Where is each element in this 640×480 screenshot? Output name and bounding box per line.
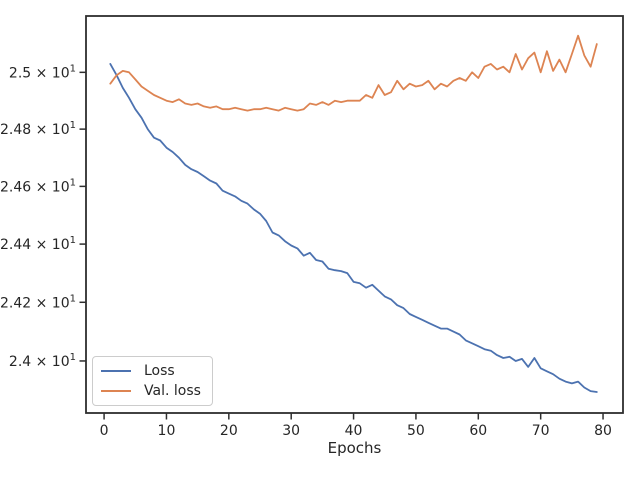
legend-box: Loss Val. loss <box>92 356 213 406</box>
legend-item-loss: Loss <box>101 364 204 378</box>
legend-label-loss: Loss <box>144 363 175 380</box>
x-tick-label: 60 <box>469 423 487 439</box>
x-tick-label: 30 <box>282 423 300 439</box>
x-tick-label: 70 <box>532 423 550 439</box>
axes-spines <box>85 15 624 414</box>
x-tick-label: 20 <box>220 423 238 439</box>
y-tick-label: 2.42 × 101 <box>0 293 76 311</box>
y-tick-label: 2.5 × 101 <box>9 63 76 81</box>
legend-label-val-loss: Val. loss <box>144 382 201 399</box>
y-tick-label: 2.48 × 101 <box>0 120 76 138</box>
val-loss-line <box>109 34 598 112</box>
x-tick-label: 80 <box>594 423 612 439</box>
val-loss-line-swatch <box>101 389 131 392</box>
loss-line <box>109 63 598 393</box>
y-tick-label: 2.4 × 101 <box>9 352 76 370</box>
x-tick-label: 40 <box>345 423 363 439</box>
x-tick-label: 50 <box>407 423 425 439</box>
legend-item-val-loss: Val. loss <box>101 384 204 398</box>
loss-line-swatch <box>101 370 131 373</box>
y-tick-label: 2.44 × 101 <box>0 235 76 253</box>
y-tick-label: 2.46 × 101 <box>0 177 76 195</box>
x-tick-label: 0 <box>100 423 109 439</box>
x-axis-label: Epochs <box>328 439 382 457</box>
x-tick-label: 10 <box>158 423 176 439</box>
